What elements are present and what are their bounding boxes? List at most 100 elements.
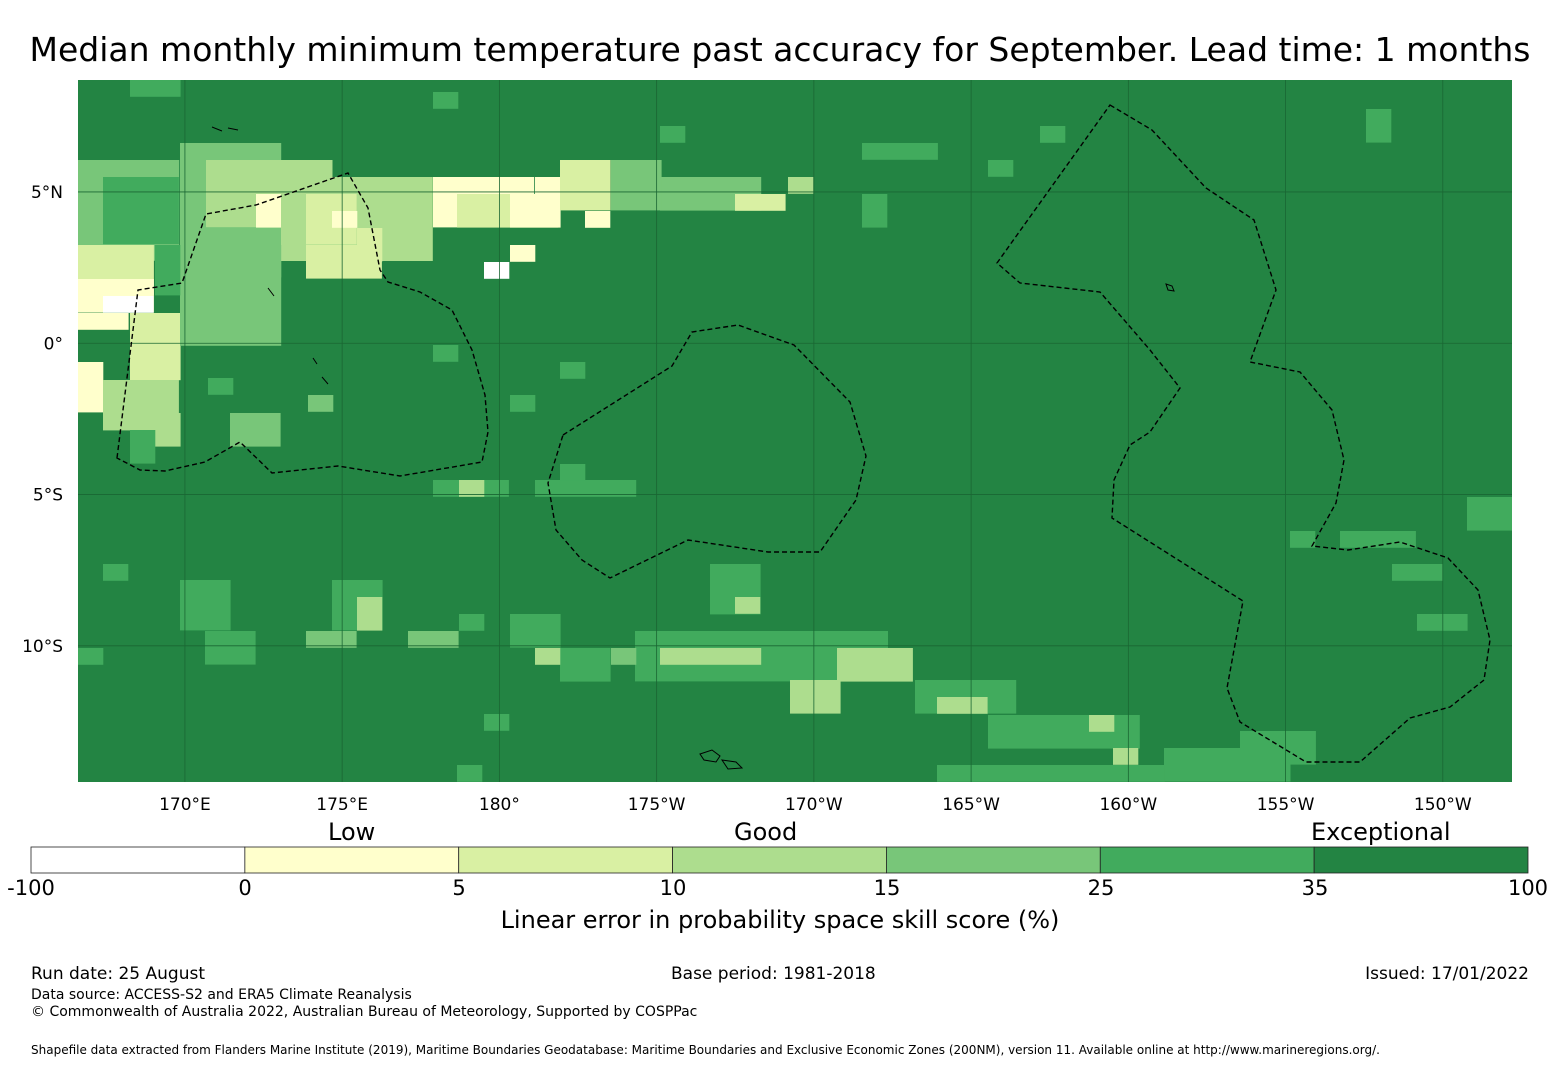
eez-boundary-tuvalu xyxy=(116,172,489,477)
skill-cell xyxy=(332,211,358,228)
colorbar-label-good: Good xyxy=(734,818,798,846)
base-period: Base period: 1981-2018 xyxy=(671,964,876,984)
colorbar-label-exceptional: Exceptional xyxy=(1311,818,1451,846)
latitude-tick-labels: 5°N 0° 5°S 10°S xyxy=(22,183,63,657)
skill-cell xyxy=(180,245,282,346)
skill-cell xyxy=(130,313,181,381)
skill-cell xyxy=(408,631,459,648)
shapefile-note: Shapefile data extracted from Flanders M… xyxy=(31,1043,1380,1057)
longitude-tick-labels: 170°E 175°E 180° 175°W 170°W 165°W 160°W 155°W 1… xyxy=(159,795,1472,815)
kiribati-island-outline xyxy=(1165,283,1175,292)
colorbar-bin xyxy=(1099,846,1315,874)
eez-boundary-line-islands xyxy=(996,104,1491,763)
skill-cell xyxy=(735,597,761,614)
skill-cell xyxy=(510,245,536,262)
skill-cell xyxy=(130,80,181,97)
latitude-tick-label: 5°N xyxy=(31,183,63,203)
samoa-outline xyxy=(699,749,744,770)
longitude-tick-label: 180° xyxy=(479,795,520,815)
colorbar-tick: 25 xyxy=(1087,876,1115,900)
skill-cell xyxy=(1113,748,1139,765)
skill-cell xyxy=(510,395,536,412)
skill-cell xyxy=(1467,497,1512,531)
skill-cell xyxy=(790,680,841,714)
eez-boundaries xyxy=(116,104,1491,763)
skill-cell xyxy=(862,143,938,160)
skill-cell xyxy=(611,648,637,665)
colorbar-tick: 15 xyxy=(873,876,901,900)
skill-cell xyxy=(1417,614,1468,631)
skill-cell xyxy=(433,345,459,362)
colorbar-tick: 100 xyxy=(1507,876,1549,900)
copyright: © Commonwealth of Australia 2022, Austra… xyxy=(31,1004,698,1020)
skill-cell xyxy=(1340,531,1416,548)
tuvalu-atoll-outline xyxy=(267,287,329,385)
skill-cell xyxy=(837,648,913,682)
skill-cell xyxy=(306,631,357,648)
skill-cell xyxy=(862,194,888,228)
skill-cell xyxy=(660,648,762,665)
run-date: Run date: 25 August xyxy=(31,964,205,984)
longitude-tick-label: 175°E xyxy=(316,795,368,815)
skill-cell xyxy=(1040,126,1066,143)
skill-cell xyxy=(1392,564,1443,581)
colorbar xyxy=(30,846,1529,874)
skill-cell xyxy=(130,430,156,464)
skill-cell xyxy=(535,480,637,497)
longitude-tick-label: 160°W xyxy=(1099,795,1157,815)
longitude-tick-label: 170°E xyxy=(159,795,211,815)
latitude-tick-label: 10°S xyxy=(22,637,63,657)
colorbar-bin xyxy=(886,846,1101,874)
skill-cell xyxy=(230,413,281,447)
skill-cell xyxy=(535,648,561,665)
skill-cell xyxy=(988,160,1014,177)
latitude-tick-label: 0° xyxy=(44,334,63,354)
skill-cell xyxy=(735,194,786,211)
skill-cell xyxy=(208,378,234,395)
skill-cell xyxy=(78,648,104,665)
coastlines xyxy=(211,126,1175,770)
skill-cell xyxy=(560,160,611,211)
skill-cell xyxy=(205,631,256,665)
skill-cell xyxy=(535,177,561,228)
skill-cell xyxy=(1290,531,1316,548)
longitude-tick-label: 165°W xyxy=(942,795,1000,815)
skill-cells xyxy=(78,80,1512,782)
skill-cell xyxy=(585,211,611,228)
issued-date: Issued: 17/01/2022 xyxy=(1365,964,1529,984)
skill-cell xyxy=(308,395,334,412)
colorbar-bin xyxy=(1313,846,1529,874)
skill-cell xyxy=(103,296,154,313)
skill-cell xyxy=(457,765,483,782)
skill-cell xyxy=(357,228,383,262)
colorbar-tick: 35 xyxy=(1301,876,1329,900)
skill-cell xyxy=(560,648,611,682)
skill-cell xyxy=(560,362,586,379)
skill-cell xyxy=(988,715,1140,749)
skill-cell xyxy=(1366,109,1392,143)
skill-cell xyxy=(611,160,662,211)
skill-cell xyxy=(660,126,686,143)
skill-cell xyxy=(459,614,485,631)
skill-cell xyxy=(459,480,485,497)
skill-cell xyxy=(788,177,814,194)
skill-cell xyxy=(180,580,231,631)
skill-cell xyxy=(78,362,104,413)
chart-title: Median monthly minimum temperature past … xyxy=(29,30,1531,69)
skill-cell xyxy=(103,564,129,581)
skill-cell xyxy=(1164,748,1291,782)
colorbar-tick: -100 xyxy=(7,876,55,900)
longitude-tick-label: 170°W xyxy=(785,795,843,815)
skill-cell xyxy=(560,464,586,481)
tarawa-outline xyxy=(211,126,239,132)
longitude-tick-label: 155°W xyxy=(1257,795,1315,815)
skill-cell xyxy=(155,245,181,296)
skill-cell xyxy=(484,714,510,731)
colorbar-tick: 0 xyxy=(238,876,252,900)
colorbar-bin xyxy=(458,846,673,874)
latitude-tick-label: 5°S xyxy=(33,486,63,506)
colorbar-bin xyxy=(30,846,246,874)
colorbar-tick: 10 xyxy=(659,876,687,900)
map-gridlines xyxy=(78,80,1512,782)
